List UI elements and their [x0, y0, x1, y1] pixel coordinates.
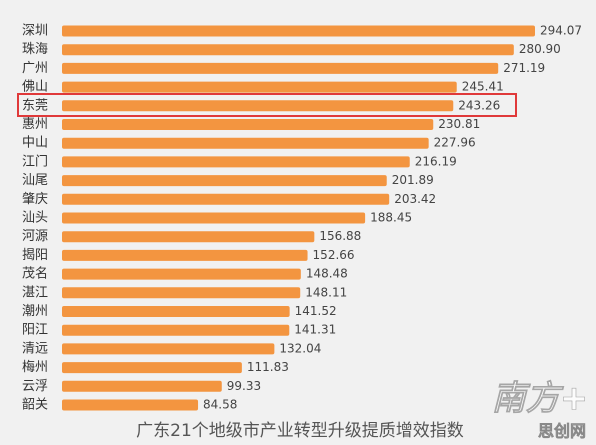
category-label: 茂名	[22, 266, 48, 282]
category-label: 湛江	[22, 285, 48, 300]
bar	[62, 100, 454, 112]
bar	[62, 268, 301, 280]
bar	[62, 231, 315, 243]
value-label: 243.26	[458, 98, 500, 112]
bar	[62, 44, 514, 56]
bar	[62, 137, 429, 149]
value-label: 216.19	[415, 154, 457, 168]
category-label: 深圳	[22, 24, 48, 39]
bar	[62, 249, 308, 261]
bar	[62, 380, 222, 392]
category-label: 肇庆	[22, 192, 48, 207]
value-label: 188.45	[370, 211, 412, 225]
bar	[62, 399, 199, 411]
bar	[62, 193, 390, 205]
bar	[62, 81, 457, 93]
bar	[62, 324, 290, 336]
value-label: 203.42	[394, 192, 436, 206]
highlight-box	[17, 93, 517, 117]
category-label: 江门	[22, 154, 48, 169]
value-label: 111.83	[247, 360, 289, 374]
bar	[62, 25, 535, 37]
category-label: 东莞	[22, 98, 48, 113]
category-label: 韶关	[22, 397, 48, 413]
bar	[62, 175, 387, 187]
watermark: 南方+	[492, 379, 589, 419]
value-label: 271.19	[503, 61, 545, 75]
bar	[62, 62, 499, 74]
chart-title: 广东21个地级市产业转型升级提质增效指数	[136, 421, 464, 441]
value-label: 84.58	[203, 398, 237, 412]
value-label: 156.88	[319, 229, 361, 243]
value-label: 141.31	[294, 323, 336, 337]
value-label: 280.90	[519, 42, 561, 56]
category-label: 佛山	[22, 80, 48, 95]
category-label: 河源	[22, 229, 48, 244]
category-label: 潮州	[22, 304, 48, 319]
site-watermark: 思创网	[538, 422, 586, 441]
value-label: 99.33	[227, 379, 261, 393]
bar	[62, 287, 301, 299]
category-label: 广州	[22, 61, 48, 76]
category-label: 珠海	[22, 42, 48, 57]
value-label: 201.89	[392, 173, 434, 187]
value-label: 294.07	[540, 24, 582, 38]
value-label: 148.48	[306, 267, 348, 281]
category-label: 汕头	[22, 211, 48, 226]
category-label: 汕尾	[22, 173, 48, 188]
value-label: 230.81	[438, 117, 480, 131]
category-label: 揭阳	[22, 248, 48, 263]
category-label: 云浮	[22, 379, 48, 394]
bar	[62, 119, 434, 130]
bar	[62, 362, 242, 374]
value-label: 152.66	[313, 248, 355, 262]
bar	[62, 343, 275, 355]
category-label: 阳江	[22, 323, 48, 338]
category-label: 清远	[22, 341, 48, 356]
value-label: 141.52	[295, 304, 337, 318]
value-label: 132.04	[279, 341, 321, 355]
value-label: 148.11	[305, 285, 347, 299]
category-label: 惠州	[22, 117, 48, 132]
value-label: 245.41	[462, 80, 504, 94]
category-label: 梅州	[22, 360, 48, 375]
bar	[62, 156, 410, 168]
bar	[62, 306, 290, 317]
value-label: 227.96	[434, 136, 476, 150]
bar	[62, 212, 366, 224]
category-label: 中山	[22, 136, 48, 151]
